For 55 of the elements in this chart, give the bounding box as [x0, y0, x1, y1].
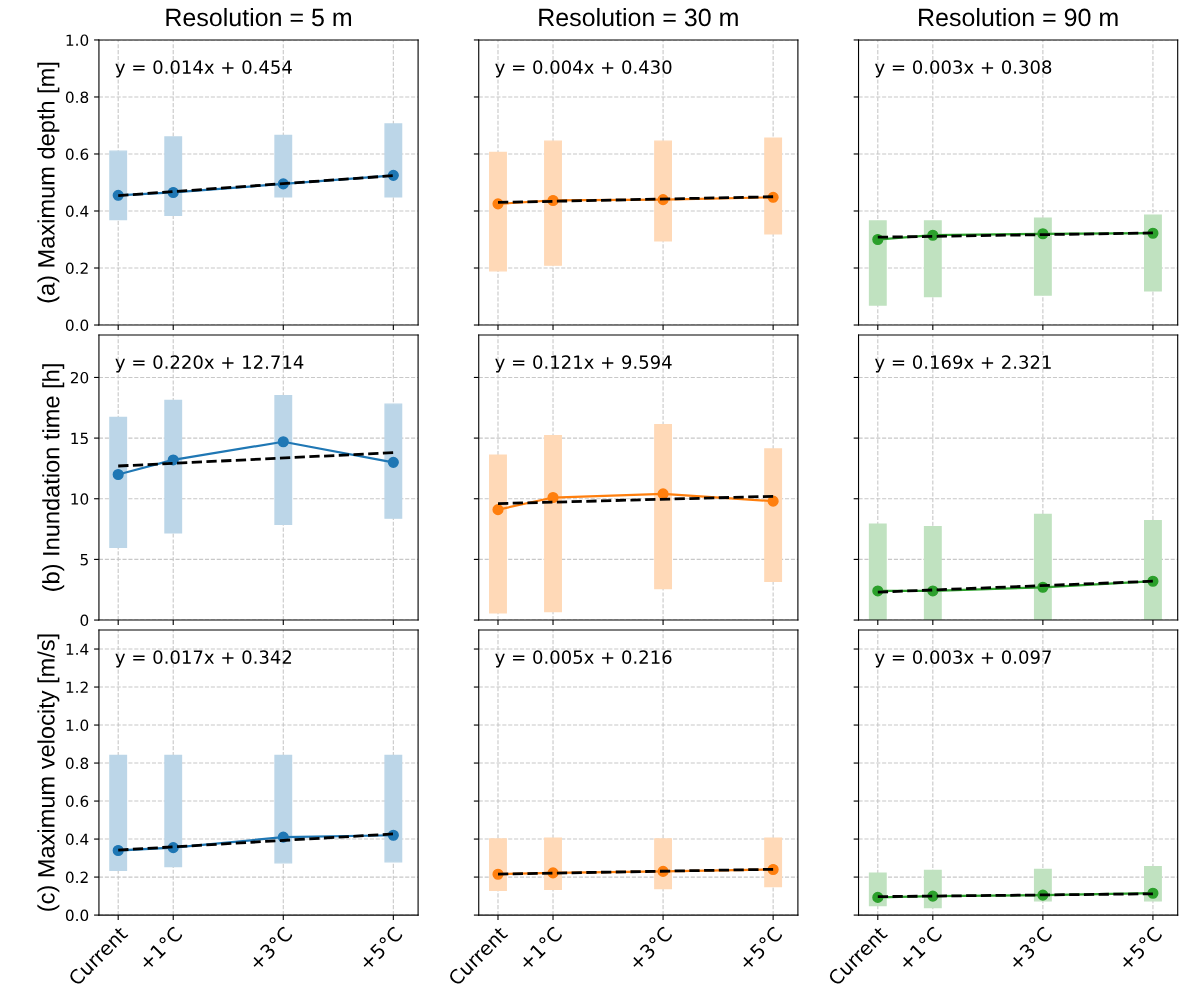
y-tick-label: 0.4 [65, 833, 89, 846]
point [277, 436, 289, 448]
chart-title: Resolution = 5 m [166, 7, 352, 27]
bar [274, 394, 293, 525]
y-tick-label: 1.2 [66, 681, 88, 693]
point [657, 488, 669, 500]
y-tick-label: 1.0 [66, 34, 89, 46]
y-tick-label: 0.0 [65, 319, 89, 332]
bar [923, 525, 942, 621]
chart-title: Resolution = 30 m [539, 7, 738, 27]
y-tick-label: 0.8 [65, 91, 89, 103]
bar [1033, 513, 1052, 621]
y-tick-label: 1.4 [66, 643, 89, 655]
point [112, 468, 124, 481]
y-tick-label: 0 [80, 614, 89, 627]
y-tick-label: 5 [80, 554, 88, 566]
annotation: y = 0.220x + 12.714 [115, 355, 304, 373]
bar [384, 123, 403, 198]
point [492, 504, 504, 516]
y-tick-label: 0.4 [65, 205, 89, 218]
annotation: y = 0.169x + 2.321 [875, 355, 1051, 373]
bar [164, 399, 183, 534]
annotation: y = 0.014x + 0.454 [115, 60, 292, 78]
bar [764, 448, 783, 582]
point [547, 491, 559, 504]
annotation: y = 0.003x + 0.097 [875, 650, 1051, 668]
y-tick-label: 10 [71, 493, 89, 505]
y-tick-label: 0.6 [65, 148, 89, 160]
bar [1143, 519, 1162, 621]
y-axis-title: (b) Inundation time [h] [42, 364, 65, 591]
annotation: y = 0.005x + 0.216 [495, 650, 672, 668]
y-tick-label: 15 [71, 432, 88, 445]
annotation: y = 0.017x + 0.342 [115, 650, 292, 668]
y-tick-label: 0.2 [65, 262, 88, 275]
y-axis-title: (c) Maximum velocity [m/s] [37, 634, 60, 911]
y-tick-label: 0.6 [65, 795, 89, 808]
annotation: y = 0.121x + 9.594 [495, 355, 672, 373]
bar [489, 454, 507, 614]
y-tick-label: 1.0 [66, 719, 89, 732]
y-axis-title: (a) Maximum depth [m] [37, 62, 60, 303]
chart-title: Resolution = 90 m [919, 7, 1118, 27]
annotation: y = 0.004x + 0.430 [495, 60, 672, 78]
bar [384, 403, 403, 519]
bar [544, 434, 562, 613]
bar [654, 424, 673, 590]
y-tick-label: 20 [70, 371, 89, 384]
bar [164, 136, 183, 216]
point [387, 456, 399, 468]
bar [868, 523, 887, 621]
y-tick-label: 0.8 [65, 757, 89, 770]
annotation: y = 0.003x + 0.308 [875, 60, 1052, 78]
bar [109, 416, 128, 548]
y-tick-label: 0.0 [65, 909, 89, 922]
y-tick-label: 0.2 [65, 871, 88, 884]
bar [109, 150, 128, 221]
